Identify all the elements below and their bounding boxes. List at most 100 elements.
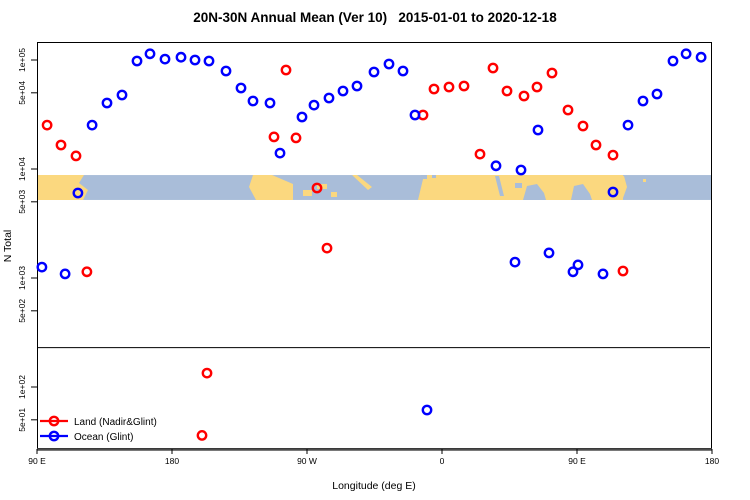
data-point-land bbox=[607, 149, 619, 161]
data-point-ocean bbox=[680, 48, 692, 60]
data-point-land bbox=[443, 81, 455, 93]
data-point-land bbox=[577, 120, 589, 132]
data-point-ocean bbox=[383, 58, 395, 70]
data-point-land bbox=[458, 80, 470, 92]
data-point-land bbox=[268, 131, 280, 143]
data-point-ocean bbox=[337, 85, 349, 97]
data-point-ocean bbox=[421, 404, 433, 416]
x-tick-label: 180 bbox=[165, 456, 179, 466]
data-point-ocean bbox=[515, 164, 527, 176]
x-tick-label: 90 E bbox=[28, 456, 46, 466]
chart-title: 20N-30N Annual Mean (Ver 10) 2015-01-01 … bbox=[193, 10, 557, 25]
data-point-ocean bbox=[509, 256, 521, 268]
data-point-ocean bbox=[667, 55, 679, 67]
map-band-ocean-cutout bbox=[421, 175, 427, 179]
data-point-ocean bbox=[59, 268, 71, 280]
legend: Land (Nadir&Glint) Ocean (Glint) bbox=[40, 415, 157, 443]
data-point-land bbox=[474, 148, 486, 160]
data-point-land bbox=[501, 85, 513, 97]
data-point-ocean bbox=[144, 48, 156, 60]
data-point-land bbox=[546, 67, 558, 79]
data-point-ocean bbox=[637, 95, 649, 107]
map-band-land bbox=[352, 175, 372, 190]
data-point-ocean bbox=[543, 247, 555, 259]
x-tick-label: 0 bbox=[440, 456, 445, 466]
data-point-land bbox=[311, 182, 323, 194]
data-point-ocean bbox=[36, 261, 48, 273]
data-point-ocean bbox=[532, 124, 544, 136]
data-point-ocean bbox=[247, 95, 259, 107]
legend-marker-ocean bbox=[48, 430, 60, 442]
data-point-ocean bbox=[175, 51, 187, 63]
data-point-ocean bbox=[235, 82, 247, 94]
plot-render-layer: 90 E 180 90 W 0 90 E 180 5e+01 1e+02 5e+02 1e+03 5… bbox=[17, 42, 719, 466]
y-tick-label: 1e+04 bbox=[17, 157, 27, 181]
data-point-ocean bbox=[490, 160, 502, 172]
map-band-land bbox=[303, 190, 312, 196]
y-tick-label: 1e+03 bbox=[17, 266, 27, 290]
data-point-land bbox=[428, 83, 440, 95]
map-band-land bbox=[331, 192, 337, 197]
y-tick-label: 5e+03 bbox=[17, 190, 27, 214]
data-point-land bbox=[487, 62, 499, 74]
plot-frame bbox=[37, 42, 712, 449]
data-point-ocean bbox=[86, 119, 98, 131]
data-point-land bbox=[81, 266, 93, 278]
data-point-ocean bbox=[274, 147, 286, 159]
map-band-land bbox=[249, 175, 293, 200]
map-band-ocean-cutout bbox=[515, 183, 522, 188]
legend-swatches bbox=[40, 415, 68, 442]
data-point-land bbox=[321, 242, 333, 254]
data-point-ocean bbox=[651, 88, 663, 100]
data-point-land bbox=[201, 367, 213, 379]
data-point-ocean bbox=[296, 111, 308, 123]
data-point-ocean bbox=[695, 51, 707, 63]
data-point-ocean bbox=[368, 66, 380, 78]
data-point-ocean bbox=[72, 187, 84, 199]
data-point-ocean bbox=[159, 53, 171, 65]
data-point-land bbox=[518, 90, 530, 102]
x-tick-label: 180 bbox=[705, 456, 719, 466]
y-axis-title: N Total bbox=[2, 230, 14, 263]
x-axis-title: Longitude (deg E) bbox=[332, 480, 415, 492]
data-point-land bbox=[280, 64, 292, 76]
data-point-ocean bbox=[572, 259, 584, 271]
data-point-ocean bbox=[264, 97, 276, 109]
data-point-land bbox=[562, 104, 574, 116]
data-point-land bbox=[531, 81, 543, 93]
data-point-ocean bbox=[131, 55, 143, 67]
data-point-ocean bbox=[220, 65, 232, 77]
legend-label-land: Land (Nadir&Glint) bbox=[74, 417, 157, 428]
data-point-ocean bbox=[351, 80, 363, 92]
legend-marker-land bbox=[48, 415, 60, 427]
data-point-ocean bbox=[567, 266, 579, 278]
y-tick-label: 1e+05 bbox=[17, 48, 27, 72]
map-band-land bbox=[37, 175, 88, 200]
data-point-ocean bbox=[607, 186, 619, 198]
data-point-ocean bbox=[308, 99, 320, 111]
data-point-land bbox=[70, 150, 82, 162]
data-point-ocean bbox=[101, 97, 113, 109]
data-point-ocean bbox=[323, 92, 335, 104]
x-tick-label: 90 W bbox=[297, 456, 317, 466]
map-band-ocean-cutout bbox=[523, 184, 546, 200]
data-point-ocean bbox=[189, 54, 201, 66]
legend-label-ocean: Ocean (Glint) bbox=[74, 432, 133, 443]
map-band-ocean-cutout bbox=[571, 184, 592, 200]
data-point-ocean bbox=[397, 65, 409, 77]
data-point-ocean bbox=[203, 55, 215, 67]
data-point-land bbox=[617, 265, 629, 277]
map-band-land bbox=[643, 179, 646, 182]
data-point-ocean bbox=[597, 268, 609, 280]
data-point-ocean bbox=[409, 109, 421, 121]
map-band-ocean-cutout bbox=[495, 176, 504, 196]
y-tick-label: 5e+04 bbox=[17, 81, 27, 105]
y-tick-label: 5e+01 bbox=[17, 408, 27, 432]
data-point-land bbox=[41, 119, 53, 131]
data-point-ocean bbox=[116, 89, 128, 101]
data-point-land bbox=[590, 139, 602, 151]
x-tick-label: 90 E bbox=[568, 456, 586, 466]
y-tick-label: 5e+02 bbox=[17, 299, 27, 323]
